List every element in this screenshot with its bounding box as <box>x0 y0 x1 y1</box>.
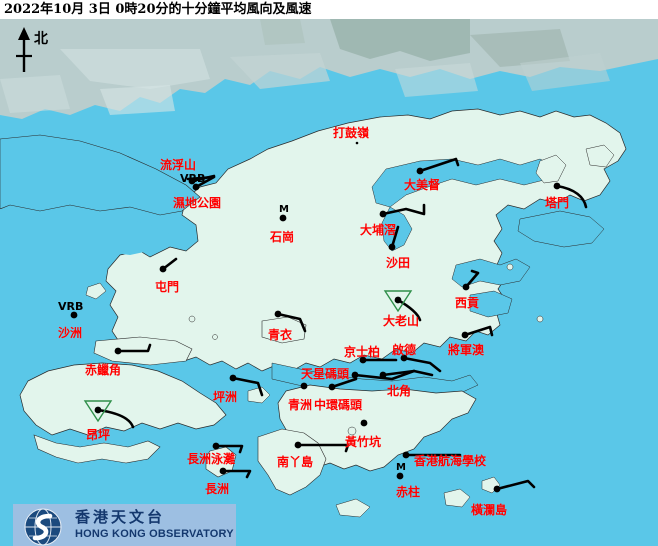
station-marker-dot[interactable] <box>379 210 387 218</box>
hko-logo: 香港天文台 HONG KONG OBSERVATORY <box>13 504 236 546</box>
station-marker-dot[interactable] <box>396 472 404 480</box>
logo-chinese-text: 香港天文台 <box>75 508 166 526</box>
station-marker-dot[interactable] <box>388 243 396 251</box>
logo-english-text: HONG KONG OBSERVATORY <box>75 528 234 540</box>
wind-barb <box>96 408 135 429</box>
wind-barb <box>390 225 400 249</box>
wind-barb <box>221 469 252 479</box>
wind-barb <box>330 377 358 389</box>
station-marker-dot[interactable] <box>400 354 408 362</box>
station-marker-dot[interactable] <box>279 214 287 222</box>
wind-barb <box>381 369 434 377</box>
wind-barb <box>381 203 426 216</box>
station-marker-dot[interactable] <box>360 419 368 427</box>
observatory-logo-icon <box>24 508 62 546</box>
station-label[interactable]: 京士柏 <box>344 345 381 359</box>
station-label[interactable]: 赤鱲角 <box>85 363 122 377</box>
station-label[interactable]: 青衣 <box>268 328 293 342</box>
station-label[interactable]: 大埔滘 <box>360 223 397 237</box>
station-marker-dot[interactable] <box>188 177 196 185</box>
station-label[interactable]: 南丫島 <box>277 455 314 469</box>
wind-barb <box>186 175 216 189</box>
station-label[interactable]: 石崗 <box>270 230 295 244</box>
wind-barb <box>231 376 264 397</box>
map-geography <box>0 19 658 546</box>
station-marker-dot[interactable] <box>493 485 501 493</box>
station-label[interactable]: 長洲泳灘 <box>187 452 236 466</box>
station-label[interactable]: 打鼓嶺 <box>333 126 370 140</box>
station-marker-dot[interactable] <box>402 451 410 459</box>
wind-barb <box>116 343 152 353</box>
station-label[interactable]: 濕地公園 <box>173 196 222 210</box>
station-label[interactable]: 香港航海學校 <box>414 454 487 468</box>
wind-barb-layer <box>96 141 588 491</box>
station-label[interactable]: 流浮山 <box>160 158 197 172</box>
station-marker-dot[interactable] <box>300 382 308 390</box>
station-marker-dot[interactable] <box>159 265 167 273</box>
north-arrow: 北 <box>8 24 64 78</box>
station-marker-dot[interactable] <box>219 467 227 475</box>
station-marker-dot[interactable] <box>94 406 102 414</box>
station-label[interactable]: 橫瀾島 <box>471 503 508 517</box>
wind-barb <box>214 444 244 454</box>
wind-barb <box>495 479 536 491</box>
station-label[interactable]: 赤柱 <box>396 485 421 499</box>
station-marker-dot[interactable] <box>359 356 367 364</box>
station-label[interactable]: 沙田 <box>386 256 411 270</box>
station-marker-dot[interactable] <box>70 311 78 319</box>
station-label[interactable]: 沙洲 <box>58 326 83 340</box>
station-marker-layer <box>70 167 561 493</box>
station-label[interactable]: 北角 <box>387 384 412 398</box>
station-label[interactable]: 中環碼頭 <box>314 398 363 412</box>
variable-wind-label: VRB <box>58 300 84 313</box>
wind-barb <box>555 184 588 209</box>
wind-barb <box>276 312 307 333</box>
wind-barb <box>353 369 416 381</box>
station-marker-triangle <box>83 400 113 423</box>
calm-wind-label: M <box>396 462 406 473</box>
station-marker-dot[interactable] <box>294 441 302 449</box>
wind-barb <box>463 325 494 337</box>
station-label[interactable]: 大老山 <box>383 314 420 328</box>
station-marker-dot[interactable] <box>462 283 470 291</box>
page-title: 2022年10月 3日 0時20分的十分鐘平均風向及風速 <box>4 2 312 17</box>
station-marker-dot[interactable] <box>553 182 561 190</box>
station-label[interactable]: 啟德 <box>392 343 417 357</box>
station-marker-dot[interactable] <box>461 331 469 339</box>
station-label[interactable]: 西貢 <box>455 296 480 310</box>
wind-barb <box>464 269 480 289</box>
station-label[interactable]: 將軍澳 <box>448 343 485 357</box>
station-marker-dot[interactable] <box>394 296 402 304</box>
hong-kong-wind-map[interactable]: 北 打鼓嶺流浮山濕地公園 VRB 大美督塔門石崗 M 大埔滘沙田屯門沙洲 VRB 西貢大老山… <box>0 19 658 546</box>
station-label[interactable]: 天星碼頭 <box>301 367 350 381</box>
station-label[interactable]: 塔門 <box>545 196 570 210</box>
north-arrow-icon <box>16 27 32 72</box>
station-marker-dot[interactable] <box>379 371 387 379</box>
station-marker-dot[interactable] <box>416 167 424 175</box>
station-label[interactable]: 屯門 <box>155 280 180 294</box>
station-marker-dot[interactable] <box>274 310 282 318</box>
station-marker-triangle <box>383 290 413 313</box>
wind-barb <box>418 157 460 173</box>
station-marker-dot[interactable] <box>328 383 336 391</box>
station-label[interactable]: 昂坪 <box>86 428 111 442</box>
calm-wind-label: M <box>279 204 289 215</box>
station-marker-dot[interactable] <box>351 371 359 379</box>
station-marker-dot[interactable] <box>192 183 200 191</box>
station-label[interactable]: 坪洲 <box>213 390 238 404</box>
wind-barb <box>402 356 442 373</box>
station-marker-dot[interactable] <box>212 442 220 450</box>
north-arrow-label: 北 <box>34 31 48 47</box>
station-marker-dot[interactable] <box>229 374 237 382</box>
station-label[interactable]: 黃竹坑 <box>345 435 382 449</box>
station-label[interactable]: 大美督 <box>404 178 441 192</box>
variable-wind-label: VRB <box>180 172 206 185</box>
station-marker-dot[interactable] <box>114 347 122 355</box>
station-label[interactable]: 長洲 <box>205 482 230 496</box>
station-label[interactable]: 青洲 <box>288 398 313 412</box>
wind-barb <box>296 443 350 453</box>
